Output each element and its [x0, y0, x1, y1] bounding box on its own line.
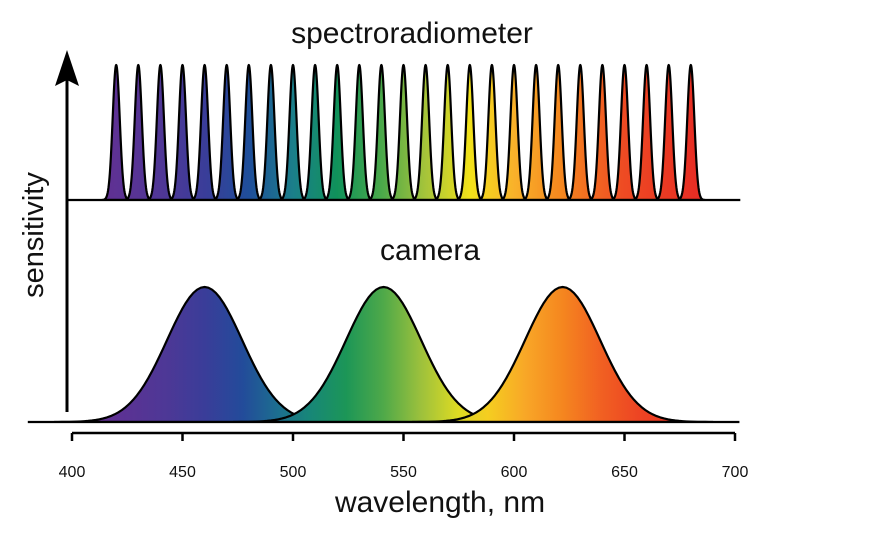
- panel-title: spectroradiometer: [291, 17, 533, 50]
- sensitivity-curve: [233, 63, 265, 202]
- y-axis-label: sensitivity: [18, 172, 50, 298]
- sensitivity-curve: [123, 63, 154, 202]
- sensitivity-curve: [498, 63, 530, 202]
- sensitivity-curve: [675, 63, 707, 202]
- sensitivity-curve: [587, 63, 618, 202]
- sensitivity-curve: [520, 63, 552, 202]
- sensitivity-curve: [410, 63, 441, 202]
- sensitivity-curve: [255, 63, 287, 202]
- panel-title: camera: [380, 234, 480, 267]
- sensitivity-curve: [299, 63, 331, 202]
- x-tick-label: 550: [390, 464, 417, 481]
- sensitivity-curve: [277, 63, 309, 202]
- x-tick-label: 500: [280, 464, 307, 481]
- sensitivity-curve: [542, 63, 574, 202]
- sensitivity-curve: [366, 63, 397, 202]
- x-tick-label: 450: [169, 464, 196, 481]
- sensitivity-curve: [411, 285, 714, 424]
- x-tick-label: 400: [59, 464, 86, 481]
- x-tick-label: 700: [722, 464, 749, 481]
- sensitivity-curve: [565, 63, 596, 202]
- sensitivity-curve: [388, 63, 419, 202]
- sensitivity-curve: [189, 63, 220, 202]
- sensitivity-curve: [167, 63, 198, 202]
- sensitivity-curve: [609, 63, 640, 202]
- sensitivity-curve: [432, 63, 463, 202]
- x-axis-label: wavelength, nm: [334, 486, 545, 519]
- x-tick-label: 600: [501, 464, 528, 481]
- sensitivity-curve: [344, 63, 375, 202]
- y-axis-arrow: [55, 50, 79, 86]
- sensitivity-curve: [476, 63, 508, 202]
- sensitivity-curve: [100, 63, 132, 202]
- sensitivity-curve: [653, 63, 684, 202]
- sensitivity-curve: [631, 63, 662, 202]
- x-tick-label: 650: [611, 464, 638, 481]
- sensitivity-curve: [454, 63, 486, 202]
- sensitivity-curve: [321, 63, 353, 202]
- sensitivity-curve: [211, 63, 242, 202]
- sensitivity-curve: [145, 63, 176, 202]
